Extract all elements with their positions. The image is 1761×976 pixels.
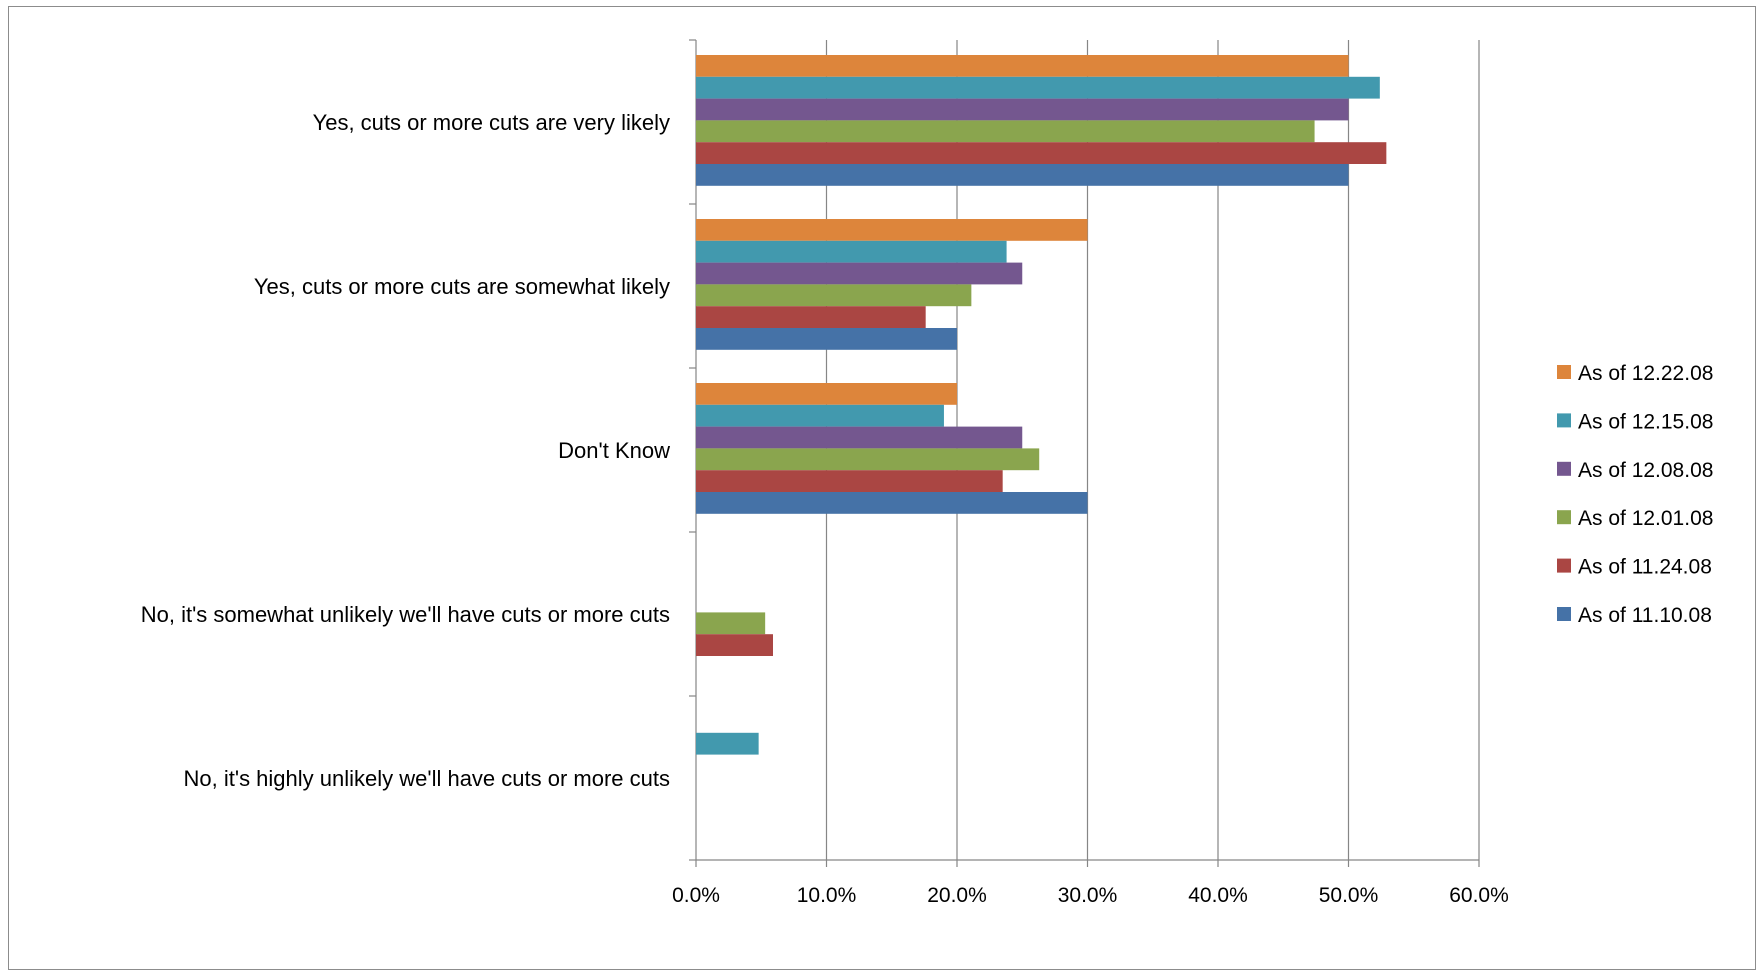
bar	[696, 732, 759, 755]
category-label: Yes, cuts or more cuts are somewhat like…	[254, 274, 670, 299]
legend-label: As of 12.15.08	[1578, 410, 1713, 433]
bar	[696, 284, 972, 307]
legend-swatch	[1557, 461, 1571, 476]
bar	[696, 120, 1315, 143]
bar	[696, 404, 944, 427]
bar	[696, 328, 957, 350]
legend-swatch	[1557, 365, 1571, 379]
bar	[696, 448, 1040, 471]
x-tick-label: 10.0%	[797, 884, 857, 907]
bar	[696, 164, 1349, 186]
bar	[696, 142, 1387, 164]
bar	[696, 55, 1349, 77]
bar	[696, 262, 1023, 285]
bar	[696, 76, 1380, 99]
legend-swatch	[1557, 413, 1571, 428]
bar	[696, 634, 773, 656]
x-tick-label: 40.0%	[1188, 884, 1248, 907]
legend-label: As of 12.08.08	[1578, 459, 1713, 482]
bar	[696, 219, 1088, 241]
legend-label: As of 12.22.08	[1578, 362, 1713, 385]
bar	[696, 98, 1349, 121]
legend-label: As of 11.24.08	[1578, 556, 1712, 579]
x-tick-label: 30.0%	[1058, 884, 1118, 907]
x-tick-label: 60.0%	[1449, 884, 1509, 907]
x-tick-label: 50.0%	[1319, 884, 1379, 907]
x-tick-label: 20.0%	[927, 884, 987, 907]
legend-swatch	[1557, 607, 1571, 621]
category-label: Don't Know	[558, 438, 670, 463]
legend-swatch	[1557, 558, 1571, 573]
bar	[696, 306, 926, 328]
bar	[696, 612, 766, 635]
bar	[696, 492, 1088, 514]
category-label: No, it's somewhat unlikely we'll have cu…	[141, 602, 670, 627]
bar	[696, 383, 957, 405]
bar	[696, 426, 1023, 449]
legend-label: As of 11.10.08	[1578, 604, 1712, 627]
bar	[696, 240, 1007, 263]
legend-label: As of 12.01.08	[1578, 507, 1713, 530]
legend-swatch	[1557, 510, 1571, 525]
category-label: Yes, cuts or more cuts are very likely	[313, 110, 670, 135]
category-label: No, it's highly unlikely we'll have cuts…	[184, 766, 670, 791]
bar	[696, 470, 1003, 492]
x-tick-label: 0.0%	[672, 884, 720, 907]
